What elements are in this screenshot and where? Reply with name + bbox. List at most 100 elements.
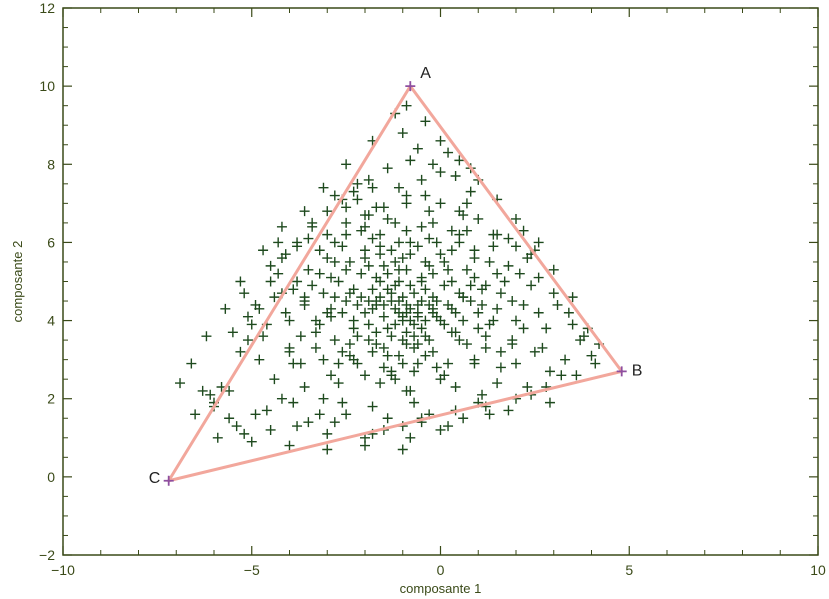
scatter-point <box>416 221 427 232</box>
scatter-point <box>322 206 333 217</box>
scatter-point <box>397 253 408 264</box>
scatter-point <box>412 241 423 252</box>
y-tick-label: 10 <box>39 78 55 94</box>
y-tick-label: −2 <box>39 547 55 563</box>
scatter-point <box>443 358 454 369</box>
scatter-point <box>212 432 223 443</box>
scatter-point <box>427 307 438 318</box>
scatter-point <box>280 249 291 260</box>
scatter-point <box>292 421 303 432</box>
scatter-point <box>310 327 321 338</box>
scatter-point <box>378 299 389 310</box>
scatter-point <box>371 272 382 283</box>
scatter-point <box>239 428 250 439</box>
scatter-point <box>382 284 393 295</box>
axis-tick-labels: −10 −5 0 5 10 −2 0 2 4 6 8 10 12 <box>39 0 826 578</box>
scatter-point <box>537 342 548 353</box>
scatter-point <box>405 280 416 291</box>
scatter-point <box>382 268 393 279</box>
scatter-point <box>363 260 374 271</box>
x-axis-label: composante 1 <box>400 581 482 596</box>
scatter-point <box>518 323 529 334</box>
scatter-point <box>348 323 359 334</box>
scatter-point <box>329 292 340 303</box>
scatter-point <box>360 370 370 381</box>
scatter-point <box>269 374 280 385</box>
scatter-point <box>431 237 442 248</box>
triangle-edge-ab <box>408 84 624 373</box>
scatter-point <box>446 225 457 236</box>
scatter-point <box>492 378 503 389</box>
scatter-point <box>371 202 382 213</box>
scatter-point <box>224 413 235 424</box>
scatter-point <box>250 299 261 310</box>
scatter-point <box>450 381 461 392</box>
scatter-point <box>307 217 318 228</box>
scatter-point <box>246 319 257 330</box>
scatter-point <box>427 346 438 357</box>
scatter-point <box>420 331 431 342</box>
scatter-point <box>526 280 537 291</box>
scatter-point <box>352 194 363 205</box>
scatter-point <box>397 335 408 346</box>
scatter-point <box>235 276 246 287</box>
scatter-point <box>269 292 280 303</box>
scatter-point <box>265 276 276 287</box>
scatter-point <box>344 339 355 350</box>
scatter-point <box>461 225 472 236</box>
scatter-point <box>412 358 423 369</box>
scatter-point <box>367 233 378 244</box>
scatter-point <box>326 272 337 283</box>
x-tick-label: 5 <box>625 562 633 578</box>
scatter-point <box>246 436 257 447</box>
scatter-point <box>412 339 423 350</box>
scatter-point <box>507 296 518 307</box>
scatter-point <box>265 424 276 435</box>
scatter-point <box>299 381 310 392</box>
y-tick-label: 0 <box>47 469 55 485</box>
scatter-point <box>435 249 446 260</box>
scatter-point <box>341 202 352 213</box>
scatter-point <box>375 292 386 303</box>
scatter-point <box>329 256 340 267</box>
scatter-point <box>454 335 465 346</box>
scatter-point <box>427 217 438 228</box>
scatter-point <box>397 128 408 139</box>
scatter-point <box>318 393 329 404</box>
scatter-point <box>337 307 348 318</box>
scatter-point <box>435 424 446 435</box>
scatter-point <box>412 143 423 154</box>
scatter-point <box>299 299 310 310</box>
scatter-point <box>473 323 484 334</box>
y-tick-label: 6 <box>47 234 55 250</box>
scatter-point <box>454 155 465 166</box>
scatter-point <box>503 405 514 416</box>
scatter-point <box>454 229 465 240</box>
scatter-point <box>190 409 201 420</box>
scatter-point <box>522 253 533 264</box>
scatter-point <box>303 417 314 428</box>
scatter-point <box>397 358 408 369</box>
scatter-point <box>295 331 306 342</box>
scatter-point <box>231 421 242 432</box>
scatter-point <box>548 288 559 299</box>
scatter-point <box>322 307 333 318</box>
scatter-point <box>495 346 506 357</box>
scatter-point <box>409 319 420 330</box>
scatter-point <box>341 409 352 420</box>
scatter-point <box>424 206 435 217</box>
x-tick-label: −5 <box>244 562 260 578</box>
scatter-point <box>461 264 472 275</box>
scatter-point <box>360 307 370 318</box>
scatter-point <box>352 358 363 369</box>
scatter-point <box>276 221 287 232</box>
scatter-point <box>375 378 386 389</box>
scatter-point <box>314 319 325 330</box>
scatter-point <box>333 276 344 287</box>
scatter-point <box>401 198 412 209</box>
scatter-point <box>401 264 412 275</box>
scatter-point <box>473 307 484 318</box>
triangle-edge-ca <box>167 84 412 483</box>
scatter-point <box>499 276 510 287</box>
